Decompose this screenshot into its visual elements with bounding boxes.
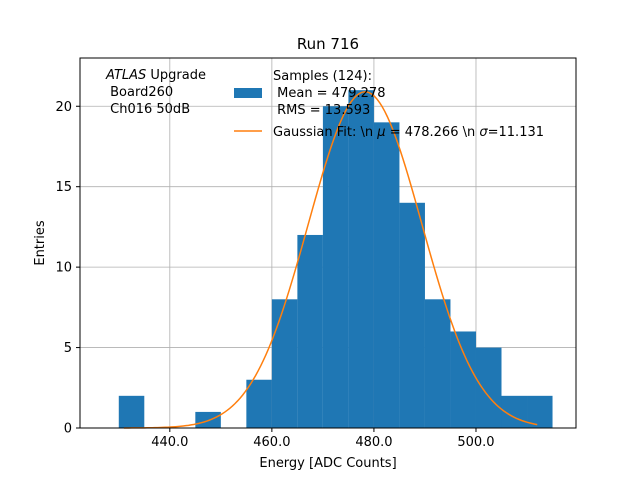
gaussian-fit	[123, 91, 538, 429]
x-tick-label: 460.0	[253, 435, 290, 450]
chart-title: Run 716	[297, 35, 359, 53]
y-tick-label: 0	[64, 422, 72, 437]
legend-fit-sigma-value: =11.131	[488, 125, 544, 140]
x-axis-label: Energy [ADC Counts]	[259, 456, 396, 471]
legend-fit-mu-symbol: μ	[376, 125, 385, 140]
gaussian-fit-curve	[123, 91, 538, 429]
atlas-label-channel: Ch016 50dB	[106, 102, 190, 117]
legend-samples-rms: RMS = 13.593	[273, 103, 370, 118]
legend-fit-mu-value: = 478.266 \n	[386, 125, 480, 140]
x-tick-label: 440.0	[151, 435, 188, 450]
histogram-bars	[118, 90, 553, 429]
atlas-label-italic: ATLAS	[105, 68, 146, 83]
atlas-label-line1: ATLAS Upgrade	[105, 68, 206, 83]
y-tick-label: 15	[55, 180, 72, 195]
atlas-label-upgrade: Upgrade	[146, 68, 206, 83]
y-tick-label: 10	[55, 261, 72, 276]
plot-frame	[79, 57, 577, 429]
y-tick-label: 5	[64, 341, 72, 356]
histogram-bar	[373, 122, 400, 428]
legend: Samples (124): Mean = 479.278 RMS = 13.5…	[234, 69, 544, 140]
legend-samples-swatch	[234, 88, 262, 98]
y-axis-ticks: 0 5 10 15 20	[55, 100, 80, 437]
atlas-label: ATLAS Upgrade Board260 Ch016 50dB	[105, 68, 206, 117]
atlas-label-board: Board260	[106, 85, 173, 100]
legend-fit-text: Gaussian Fit: \n μ = 478.266 \n σ=11.131	[273, 125, 544, 140]
histogram-bar	[118, 395, 145, 428]
histogram-bar	[399, 202, 425, 428]
histogram-bar	[271, 299, 298, 428]
x-axis-ticks: 440.0 460.0 480.0 500.0	[151, 428, 495, 450]
histogram-bar	[475, 347, 502, 428]
y-tick-label: 20	[55, 100, 72, 115]
histogram-bar	[246, 379, 272, 428]
histogram-bar	[322, 106, 349, 429]
x-tick-label: 500.0	[457, 435, 494, 450]
histogram-bar	[348, 90, 374, 428]
x-tick-label: 480.0	[355, 435, 392, 450]
histogram-bar	[297, 234, 323, 428]
legend-samples-line1: Samples (124):	[273, 69, 372, 84]
histogram-bar	[424, 299, 451, 428]
histogram-bar	[450, 331, 476, 428]
legend-fit-prefix: Gaussian Fit: \n	[273, 125, 377, 140]
y-axis-label: Entries	[33, 220, 48, 266]
legend-fit-sigma-symbol: σ	[479, 125, 488, 140]
legend-samples-mean: Mean = 479.278	[273, 86, 385, 101]
